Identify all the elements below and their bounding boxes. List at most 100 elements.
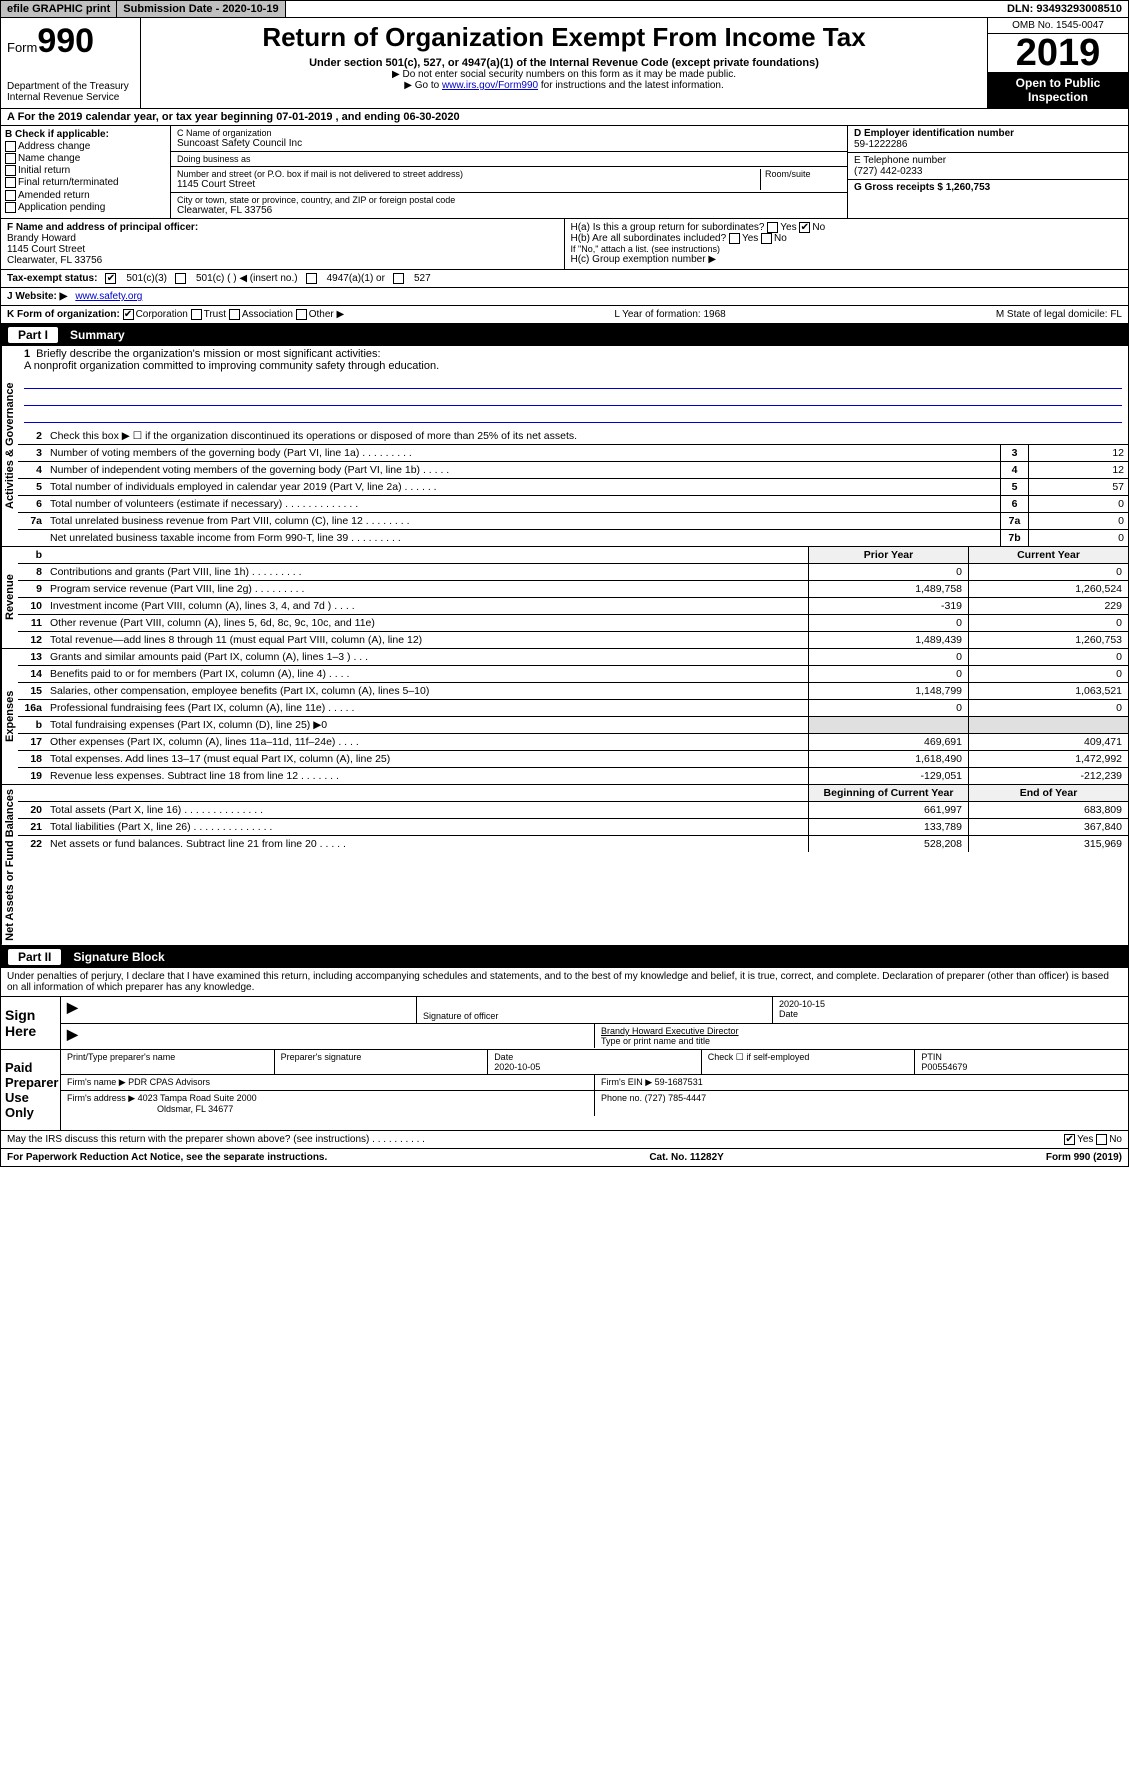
officer-printed-name: Brandy Howard Executive Director Type or… <box>595 1024 1128 1048</box>
website-link[interactable]: www.safety.org <box>75 291 142 302</box>
expenses-section: Expenses 13Grants and similar amounts pa… <box>0 649 1129 785</box>
ein-label: D Employer identification number <box>854 128 1122 139</box>
sign-date: 2020-10-15 Date <box>773 997 1128 1023</box>
principal-officer: F Name and address of principal officer:… <box>1 219 565 269</box>
chk-501c[interactable] <box>175 273 186 284</box>
sign-here-block: Sign Here ▶ Signature of officer 2020-10… <box>0 997 1129 1050</box>
form-number-cell: Form990 Department of the Treasury Inter… <box>1 18 141 108</box>
org-name: Suncoast Safety Council Inc <box>177 138 841 149</box>
summary-line: 20Total assets (Part X, line 16) . . . .… <box>18 802 1128 819</box>
period-row: A For the 2019 calendar year, or tax yea… <box>0 109 1129 126</box>
summary-line: 17Other expenses (Part IX, column (A), l… <box>18 734 1128 751</box>
col-b-label: B Check if applicable: <box>5 129 166 140</box>
city-value: Clearwater, FL 33756 <box>177 205 841 216</box>
form-ref: Form 990 (2019) <box>1046 1152 1122 1163</box>
officer-addr1: 1145 Court Street <box>7 244 558 255</box>
summary-line: 16aProfessional fundraising fees (Part I… <box>18 700 1128 717</box>
summary-line: 19Revenue less expenses. Subtract line 1… <box>18 768 1128 784</box>
chk-address-change[interactable]: Address change <box>5 141 166 152</box>
ptin: PTINP00554679 <box>915 1050 1128 1074</box>
governance-section: Activities & Governance 1 Briefly descri… <box>0 346 1129 547</box>
chk-527[interactable] <box>393 273 404 284</box>
chk-association[interactable] <box>229 309 240 320</box>
chk-501c3[interactable] <box>105 273 116 284</box>
identity-grid: B Check if applicable: Address change Na… <box>0 126 1129 219</box>
chk-final-return[interactable]: Final return/terminated <box>5 177 166 188</box>
perjury-statement: Under penalties of perjury, I declare th… <box>0 968 1129 997</box>
room-label: Room/suite <box>765 169 841 179</box>
chk-name-change[interactable]: Name change <box>5 153 166 164</box>
group-return: H(a) Is this a group return for subordin… <box>565 219 1129 269</box>
part-1-header: Part I Summary <box>0 324 1129 346</box>
phone-value: (727) 442-0233 <box>854 166 1122 177</box>
cat-no: Cat. No. 11282Y <box>649 1152 723 1163</box>
revenue-section: Revenue b Prior Year Current Year 8Contr… <box>0 547 1129 649</box>
discuss-no[interactable] <box>1096 1134 1107 1145</box>
footer-row: For Paperwork Reduction Act Notice, see … <box>0 1149 1129 1167</box>
officer-addr2: Clearwater, FL 33756 <box>7 255 558 266</box>
chk-amended-return[interactable]: Amended return <box>5 190 166 201</box>
chk-corporation[interactable] <box>123 309 134 320</box>
summary-line: 10Investment income (Part VIII, column (… <box>18 598 1128 615</box>
net-assets-label: Net Assets or Fund Balances <box>1 785 18 945</box>
summary-line: 3Number of voting members of the governi… <box>18 445 1128 462</box>
phone-label: E Telephone number <box>854 155 1122 166</box>
end-year-head: End of Year <box>968 785 1128 801</box>
chk-application-pending[interactable]: Application pending <box>5 202 166 213</box>
summary-line: 15Salaries, other compensation, employee… <box>18 683 1128 700</box>
preparer-date: Date2020-10-05 <box>488 1050 702 1074</box>
title-cell: Return of Organization Exempt From Incom… <box>141 18 988 108</box>
net-assets-section: Net Assets or Fund Balances Beginning of… <box>0 785 1129 946</box>
dba-label: Doing business as <box>177 154 841 164</box>
begin-year-head: Beginning of Current Year <box>808 785 968 801</box>
gross-receipts: G Gross receipts $ 1,260,753 <box>854 182 1122 193</box>
paperwork-notice: For Paperwork Reduction Act Notice, see … <box>7 1152 327 1163</box>
form-word: Form <box>7 40 37 55</box>
summary-line: 12Total revenue—add lines 8 through 11 (… <box>18 632 1128 648</box>
expenses-label: Expenses <box>1 649 18 784</box>
summary-line: 8Contributions and grants (Part VIII, li… <box>18 564 1128 581</box>
form-header: Form990 Department of the Treasury Inter… <box>0 18 1129 109</box>
chk-other[interactable] <box>296 309 307 320</box>
summary-line: 13Grants and similar amounts paid (Part … <box>18 649 1128 666</box>
summary-line: 6Total number of volunteers (estimate if… <box>18 496 1128 513</box>
irs-link[interactable]: www.irs.gov/Form990 <box>442 80 538 91</box>
chk-initial-return[interactable]: Initial return <box>5 165 166 176</box>
addr-value: 1145 Court Street <box>177 179 756 190</box>
summary-line: 5Total number of individuals employed in… <box>18 479 1128 496</box>
officer-name: Brandy Howard <box>7 233 558 244</box>
discuss-yes[interactable] <box>1064 1134 1075 1145</box>
summary-line: 2Check this box ▶ ☐ if the organization … <box>18 428 1128 445</box>
dept-treasury: Department of the Treasury Internal Reve… <box>7 81 134 103</box>
state-domicile: M State of legal domicile: FL <box>996 309 1122 320</box>
chk-4947[interactable] <box>306 273 317 284</box>
website-row: J Website: ▶ www.safety.org <box>0 288 1129 306</box>
addr-label: Number and street (or P.O. box if mail i… <box>177 169 756 179</box>
col-d: D Employer identification number 59-1222… <box>848 126 1128 218</box>
summary-line: 18Total expenses. Add lines 13–17 (must … <box>18 751 1128 768</box>
submission-date-button[interactable]: Submission Date - 2020-10-19 <box>117 1 285 17</box>
summary-line: 14Benefits paid to or for members (Part … <box>18 666 1128 683</box>
efile-print-button[interactable]: efile GRAPHIC print <box>1 1 117 17</box>
officer-signature[interactable]: Signature of officer <box>417 997 773 1023</box>
summary-line: 11Other revenue (Part VIII, column (A), … <box>18 615 1128 632</box>
revenue-label: Revenue <box>1 547 18 648</box>
summary-line: Net unrelated business taxable income fr… <box>18 530 1128 546</box>
firm-name: Firm's name ▶ PDR CPAS Advisors <box>61 1075 595 1090</box>
paid-preparer-block: Paid Preparer Use Only Print/Type prepar… <box>0 1050 1129 1131</box>
summary-line: 22Net assets or fund balances. Subtract … <box>18 836 1128 852</box>
dln-label: DLN: 93493293008510 <box>1001 1 1128 17</box>
self-employed-check[interactable]: Check ☐ if self-employed <box>702 1050 916 1074</box>
col-c: C Name of organization Suncoast Safety C… <box>171 126 848 218</box>
ein-value: 59-1222286 <box>854 139 1122 150</box>
discuss-row: May the IRS discuss this return with the… <box>0 1131 1129 1149</box>
mission-label: Briefly describe the organization's miss… <box>36 348 380 360</box>
tax-exempt-status-row: Tax-exempt status: 501(c)(3) 501(c) ( ) … <box>0 270 1129 288</box>
governance-label: Activities & Governance <box>1 346 18 546</box>
form-subtitle: Under section 501(c), 527, or 4947(a)(1)… <box>149 57 979 69</box>
summary-line: bTotal fundraising expenses (Part IX, co… <box>18 717 1128 734</box>
chk-trust[interactable] <box>191 309 202 320</box>
firm-address: Firm's address ▶ 4023 Tampa Road Suite 2… <box>61 1091 595 1116</box>
mission-text: A nonprofit organization committed to im… <box>24 360 1122 372</box>
form-note-1: ▶ Do not enter social security numbers o… <box>149 69 979 80</box>
